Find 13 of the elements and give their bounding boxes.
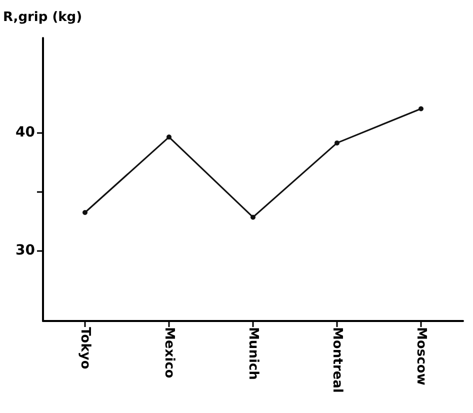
x-tick-label: Moscow — [414, 327, 428, 386]
point — [166, 134, 172, 140]
x-tick-label: Tokyo — [78, 327, 92, 370]
point — [334, 140, 340, 146]
y-axis-title: R,grip (kg) — [3, 10, 82, 25]
x-tick-label: Mexico — [162, 327, 176, 378]
point — [250, 214, 256, 220]
point — [418, 106, 424, 112]
point — [82, 210, 88, 216]
y-tick-label: 40 — [16, 124, 36, 140]
x-tick-label: Munich — [246, 327, 260, 380]
y-tick-label: 30 — [16, 242, 36, 258]
x-tick-label: Montreal — [330, 327, 344, 393]
